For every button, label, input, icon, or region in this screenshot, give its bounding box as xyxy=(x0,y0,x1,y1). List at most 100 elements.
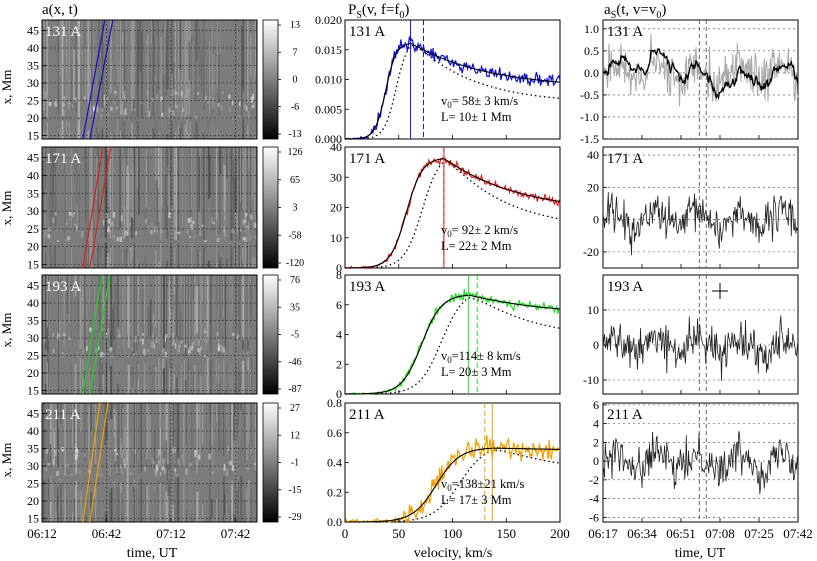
map-ytick-label: 25 xyxy=(27,94,39,108)
colorbar-tick-label: -29 xyxy=(288,512,301,523)
track-line-right xyxy=(89,402,109,523)
left-column-title: a(x, t) xyxy=(42,2,78,18)
spectrum-ytick-label: 40 xyxy=(330,140,342,154)
map-ytick-label: 15 xyxy=(27,384,39,398)
map-xtick-label: 07:42 xyxy=(221,526,251,541)
spectrum-ytick-label: 20 xyxy=(330,201,342,215)
timeseries-frame xyxy=(602,274,799,395)
spectrum-ytick-label: 30 xyxy=(330,170,342,184)
timeseries-channel-label: 193 A xyxy=(607,279,643,295)
timeseries-frame xyxy=(602,402,799,523)
v0-subscript: 0 xyxy=(447,229,452,239)
track-line-left xyxy=(82,146,104,269)
spectrum-fit-line xyxy=(344,42,561,140)
map-ytick-label: 20 xyxy=(27,240,39,254)
spectrum-channel-label: 193 A xyxy=(349,279,385,295)
v0-value: =138±21 km/s xyxy=(452,477,525,491)
timeseries-ytick-label: 0 xyxy=(593,213,599,227)
timeseries-panel-0: 131 A -1.5 -1.0 -0.5 0.0 0.5 1.0 xyxy=(580,19,799,146)
timeseries-xtick-label: 07:25 xyxy=(744,526,774,541)
spectrum-fit-line xyxy=(345,294,561,395)
colorbar-tick-label: 35 xyxy=(290,302,300,313)
map-panel-3: 211 A 15 20 25 30 35 40 45 27 12 -1 -15 -29 xyxy=(27,402,302,526)
timeseries-smoothed-line xyxy=(602,48,799,101)
spectrum-ytick-label: 0.005 xyxy=(315,102,342,116)
spectrum-xtick-label: 50 xyxy=(392,526,405,541)
model-dotted-curve xyxy=(345,297,561,395)
map-xtick-label: 07:12 xyxy=(156,526,186,541)
timeseries-xtick-label: 07:08 xyxy=(705,526,735,541)
map-ytick-label: 25 xyxy=(27,477,39,491)
model-dotted-curve xyxy=(345,449,561,523)
map-ytick-label: 35 xyxy=(27,314,39,328)
L-annotation: L= 20± 3 Mm xyxy=(441,365,512,379)
timeseries-ytick-label: 40 xyxy=(587,148,599,162)
timeseries-ytick-label: 10 xyxy=(587,303,599,317)
colorbar-tick-label: -1 xyxy=(291,458,299,469)
left-y-axis-labels: x, Mm x, Mm x, Mm x, Mm xyxy=(0,70,14,478)
spectrum-xtick-label: 0 xyxy=(342,526,349,541)
spectrum-ytick-label: 6 xyxy=(336,298,342,312)
timeseries-channel-label: 211 A xyxy=(607,407,643,423)
y-axis-label-row1: x, Mm xyxy=(0,70,14,105)
spectrum-ytick-label: 0.000 xyxy=(315,132,342,146)
spectrum-ytick-label: 0 xyxy=(336,261,342,275)
map-ytick-label: 45 xyxy=(27,151,39,165)
spectrum-ytick-label: 0.8 xyxy=(327,396,342,410)
left-x-axis-label: time, UT xyxy=(127,546,178,561)
v0-symbol: v xyxy=(441,223,448,237)
spectrum-frame xyxy=(344,146,561,269)
timeseries-ytick-label: 20 xyxy=(587,180,599,194)
timeseries-line xyxy=(602,431,799,495)
timeseries-ytick-label: -1.5 xyxy=(580,132,599,146)
v0-symbol: v xyxy=(441,477,448,491)
colorbar-tick-label: -46 xyxy=(288,357,301,368)
map-ytick-label: 30 xyxy=(27,76,39,90)
spectrum-ytick-label: 0.010 xyxy=(315,73,342,87)
timeseries-ytick-label: -0.5 xyxy=(580,88,599,102)
map-panel-2: 193 A 15 20 25 30 35 40 45 76 35 -5 -46 -87 xyxy=(27,274,302,398)
map-ytick-label: 15 xyxy=(27,257,39,271)
colorbar xyxy=(262,146,279,269)
map-image xyxy=(41,146,258,269)
track-line-right xyxy=(89,274,111,395)
map-panel-0: 131 A 15 20 25 30 35 40 45 13 7 0 -6 -13 xyxy=(27,19,302,143)
map-channel-label: 211 A xyxy=(45,407,81,423)
spectrum-channel-label: 131 A xyxy=(349,24,385,40)
colorbar-tick-label: 12 xyxy=(290,430,300,441)
timeseries-panel-2: 193 A -10 0 10 xyxy=(583,274,799,395)
L-annotation: L= 10± 1 Mm xyxy=(441,110,512,124)
y-axis-label-row2: x, Mm xyxy=(0,191,14,226)
map-xtick-label: 06:12 xyxy=(27,526,57,541)
map-channel-label: 171 A xyxy=(45,151,81,167)
colorbar-tick-label: 76 xyxy=(290,275,300,286)
v0-value: = 92± 2 km/s xyxy=(452,223,518,237)
v0-annotation: v0= 58± 3 km/s xyxy=(441,94,518,110)
spectrum-ytick-label: 0.015 xyxy=(315,43,342,57)
v0-value: =114± 8 km/s xyxy=(452,349,521,363)
map-ytick-label: 40 xyxy=(27,168,39,182)
map-ytick-label: 40 xyxy=(27,424,39,438)
spectrum-fit-line xyxy=(344,157,561,269)
timeseries-xtick-label: 06:34 xyxy=(627,526,657,541)
colorbar-tick-label: 27 xyxy=(290,403,300,414)
spectrum-panel-0: 131 A v0= 58± 3 km/sL= 10± 1 Mm 0.000 0.005… xyxy=(315,13,561,146)
colorbar-tick-label: 3 xyxy=(293,203,298,214)
timeseries-panel-3: 211 A -6 -4 -2 0 2 4 6 xyxy=(589,398,799,524)
v0-annotation: v0= 92± 2 km/s xyxy=(441,223,518,239)
spectrum-ytick-label: 2 xyxy=(336,357,342,371)
spectrum-xtick-label: 200 xyxy=(550,526,570,541)
colorbar-tick-label: -58 xyxy=(288,230,301,241)
map-image xyxy=(41,19,258,140)
colorbar-tick-label: -6 xyxy=(291,102,299,113)
map-ytick-label: 45 xyxy=(27,407,39,421)
spectrum-ytick-label: 0.0 xyxy=(327,515,342,529)
spectrum-frame xyxy=(344,274,561,395)
v0-annotation: v0=114± 8 km/s xyxy=(441,349,521,365)
spectrum-ytick-label: 0.020 xyxy=(315,13,342,27)
spectrum-channel-label: 171 A xyxy=(349,151,385,167)
timeseries-ytick-label: 2 xyxy=(593,435,599,449)
timeseries-raw-line xyxy=(602,33,799,107)
map-panel-1: 171 A 15 20 25 30 35 40 45 126 65 3 -58 -120 xyxy=(27,146,304,271)
map-ytick-label: 45 xyxy=(27,24,39,38)
